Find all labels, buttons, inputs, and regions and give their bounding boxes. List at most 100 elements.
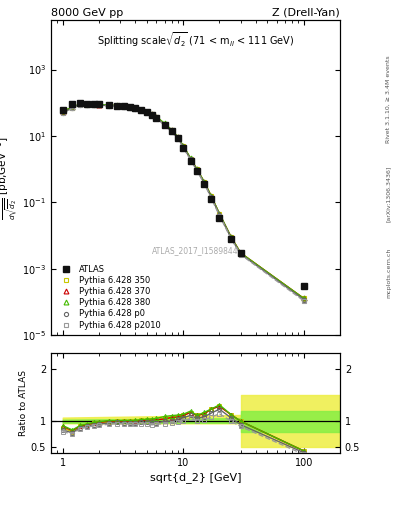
Pythia 6.428 350 bbox=[301, 295, 306, 302]
Pythia 6.428 370 bbox=[217, 211, 222, 217]
Pythia 6.428 370 bbox=[114, 102, 119, 109]
ATLAS bbox=[195, 168, 199, 174]
Pythia 6.428 380 bbox=[150, 111, 154, 117]
Line: Pythia 6.428 p0: Pythia 6.428 p0 bbox=[61, 102, 306, 302]
Pythia 6.428 p2010 bbox=[301, 297, 306, 304]
Pythia 6.428 350 bbox=[85, 101, 90, 108]
Pythia 6.428 350 bbox=[238, 250, 243, 256]
Pythia 6.428 350 bbox=[217, 211, 222, 217]
Pythia 6.428 p0 bbox=[238, 251, 243, 257]
Text: [arXiv:1306.3436]: [arXiv:1306.3436] bbox=[386, 165, 391, 222]
Pythia 6.428 350 bbox=[150, 111, 154, 117]
Pythia 6.428 370 bbox=[133, 105, 138, 112]
Pythia 6.428 380 bbox=[114, 102, 119, 109]
Pythia 6.428 p0 bbox=[169, 128, 174, 134]
ATLAS bbox=[97, 101, 101, 108]
Pythia 6.428 p2010 bbox=[70, 105, 75, 112]
Pythia 6.428 380 bbox=[175, 134, 180, 140]
Pythia 6.428 350 bbox=[145, 109, 149, 115]
Pythia 6.428 p2010 bbox=[133, 106, 138, 112]
Pythia 6.428 p0 bbox=[145, 110, 149, 116]
Pythia 6.428 350 bbox=[127, 104, 132, 110]
Pythia 6.428 380 bbox=[127, 104, 132, 110]
Pythia 6.428 380 bbox=[85, 101, 90, 108]
Pythia 6.428 p2010 bbox=[97, 102, 101, 109]
ATLAS bbox=[175, 135, 180, 141]
Pythia 6.428 p2010 bbox=[139, 108, 144, 114]
Pythia 6.428 350 bbox=[61, 109, 65, 115]
Text: 8000 GeV pp: 8000 GeV pp bbox=[51, 8, 123, 18]
ATLAS bbox=[85, 100, 90, 106]
Pythia 6.428 370 bbox=[202, 179, 207, 185]
Pythia 6.428 350 bbox=[139, 107, 144, 113]
Pythia 6.428 350 bbox=[195, 166, 199, 173]
Pythia 6.428 380 bbox=[162, 120, 167, 126]
Pythia 6.428 380 bbox=[195, 166, 199, 173]
X-axis label: sqrt{d_2} [GeV]: sqrt{d_2} [GeV] bbox=[150, 472, 241, 483]
ATLAS bbox=[78, 100, 83, 106]
Pythia 6.428 p0 bbox=[229, 235, 233, 241]
Pythia 6.428 p2010 bbox=[181, 144, 185, 151]
Pythia 6.428 p0 bbox=[202, 180, 207, 186]
Pythia 6.428 370 bbox=[106, 102, 111, 108]
Pythia 6.428 370 bbox=[121, 103, 126, 110]
Pythia 6.428 370 bbox=[154, 114, 159, 120]
Pythia 6.428 370 bbox=[229, 234, 233, 240]
Pythia 6.428 380 bbox=[217, 210, 222, 217]
ATLAS bbox=[169, 128, 174, 134]
Pythia 6.428 p2010 bbox=[121, 104, 126, 110]
ATLAS bbox=[114, 102, 119, 109]
Pythia 6.428 p2010 bbox=[78, 102, 83, 108]
ATLAS bbox=[121, 103, 126, 110]
Pythia 6.428 370 bbox=[139, 107, 144, 113]
Pythia 6.428 370 bbox=[61, 109, 65, 115]
Line: Pythia 6.428 p2010: Pythia 6.428 p2010 bbox=[61, 103, 306, 303]
Line: Pythia 6.428 350: Pythia 6.428 350 bbox=[61, 102, 306, 301]
Line: Pythia 6.428 370: Pythia 6.428 370 bbox=[61, 102, 306, 301]
Pythia 6.428 370 bbox=[238, 250, 243, 256]
Pythia 6.428 380 bbox=[78, 101, 83, 107]
Pythia 6.428 p2010 bbox=[150, 113, 154, 119]
Pythia 6.428 380 bbox=[133, 105, 138, 111]
Pythia 6.428 350 bbox=[133, 105, 138, 112]
Pythia 6.428 380 bbox=[202, 179, 207, 185]
Pythia 6.428 p2010 bbox=[195, 168, 199, 174]
Pythia 6.428 370 bbox=[301, 295, 306, 302]
Pythia 6.428 380 bbox=[169, 126, 174, 133]
Pythia 6.428 350 bbox=[229, 234, 233, 240]
Pythia 6.428 p0 bbox=[195, 167, 199, 173]
Pythia 6.428 380 bbox=[70, 104, 75, 110]
Pythia 6.428 p0 bbox=[154, 115, 159, 121]
Pythia 6.428 p0 bbox=[181, 143, 185, 150]
Pythia 6.428 p0 bbox=[97, 102, 101, 108]
Pythia 6.428 350 bbox=[181, 143, 185, 149]
Pythia 6.428 p0 bbox=[127, 104, 132, 111]
Pythia 6.428 p0 bbox=[175, 135, 180, 141]
Pythia 6.428 350 bbox=[97, 102, 101, 108]
Pythia 6.428 p2010 bbox=[175, 136, 180, 142]
Pythia 6.428 p0 bbox=[114, 103, 119, 109]
Text: Splitting scale$\sqrt{d_2}$ (71 < m$_{ll}$ < 111 GeV): Splitting scale$\sqrt{d_2}$ (71 < m$_{ll… bbox=[97, 30, 294, 49]
Pythia 6.428 p0 bbox=[106, 102, 111, 109]
ATLAS bbox=[162, 121, 167, 127]
Pythia 6.428 380 bbox=[238, 250, 243, 256]
Pythia 6.428 350 bbox=[202, 179, 207, 185]
Pythia 6.428 p0 bbox=[91, 102, 96, 108]
ATLAS bbox=[229, 236, 233, 242]
Y-axis label: $\frac{d\sigma}{d\sqrt{\overline{d_2}}}$ [pb,GeV$^{-1}$]: $\frac{d\sigma}{d\sqrt{\overline{d_2}}}$… bbox=[0, 136, 20, 220]
Pythia 6.428 p2010 bbox=[127, 105, 132, 111]
Pythia 6.428 380 bbox=[229, 234, 233, 240]
Pythia 6.428 370 bbox=[162, 121, 167, 127]
ATLAS bbox=[133, 105, 138, 112]
Pythia 6.428 380 bbox=[181, 143, 185, 149]
ATLAS bbox=[70, 101, 75, 108]
Pythia 6.428 350 bbox=[175, 134, 180, 140]
Pythia 6.428 p2010 bbox=[91, 102, 96, 109]
Pythia 6.428 370 bbox=[85, 101, 90, 108]
ATLAS bbox=[145, 109, 149, 115]
Pythia 6.428 370 bbox=[175, 134, 180, 140]
Pythia 6.428 p0 bbox=[301, 296, 306, 303]
Pythia 6.428 350 bbox=[106, 102, 111, 109]
Y-axis label: Ratio to ATLAS: Ratio to ATLAS bbox=[19, 370, 28, 436]
Text: mcplots.cern.ch: mcplots.cern.ch bbox=[386, 247, 391, 297]
